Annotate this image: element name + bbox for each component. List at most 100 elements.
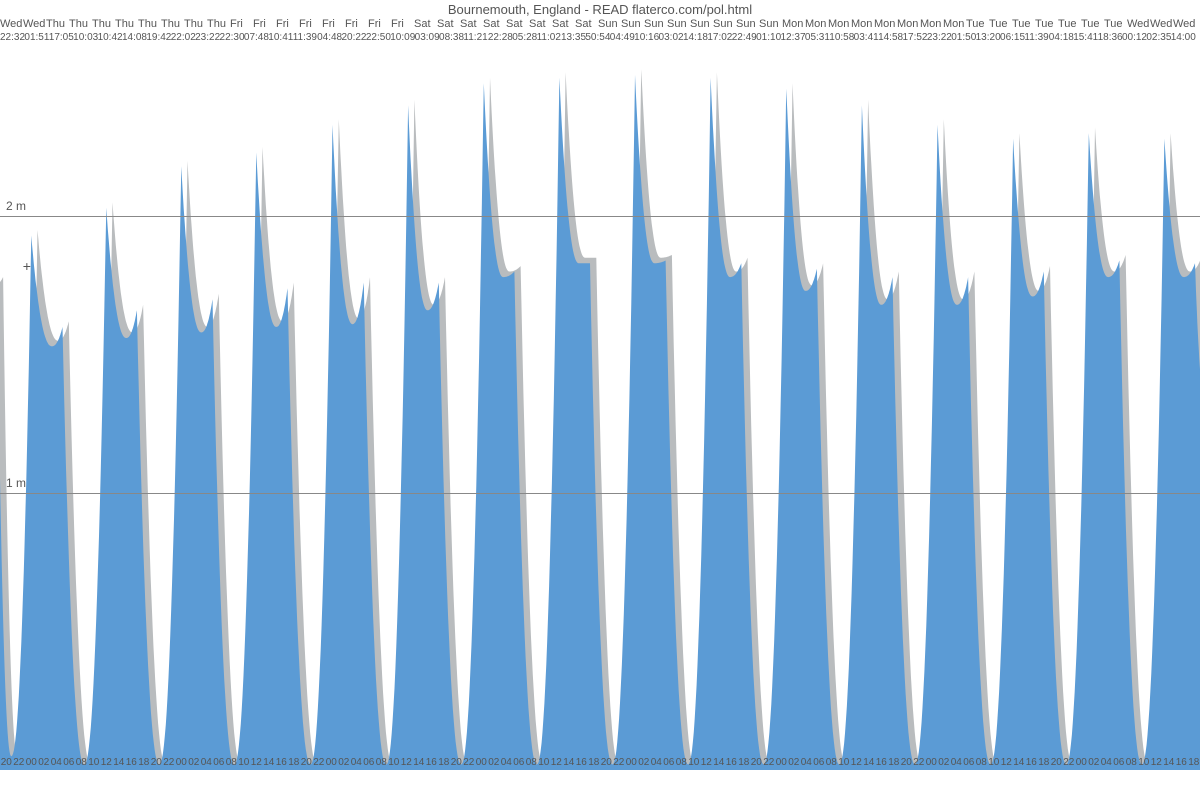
header-time: 22:28 [488, 32, 512, 43]
header-day: Fri [276, 18, 299, 30]
header-time: 10:58 [829, 32, 853, 43]
header-time: 04:49 [610, 32, 634, 43]
x-tick: 20 [450, 757, 463, 768]
header-day: Thu [161, 18, 184, 30]
header-day: Thu [92, 18, 115, 30]
y-gridline [0, 216, 1200, 217]
header-day: Mon [920, 18, 943, 30]
header-time: 01:10 [756, 32, 780, 43]
header-time: 22:32 [0, 32, 24, 43]
x-tick: 02 [638, 757, 651, 768]
y-gridline [0, 493, 1200, 494]
x-tick: 10 [1138, 757, 1151, 768]
x-tick: 16 [575, 757, 588, 768]
x-tick: 00 [175, 757, 188, 768]
x-tick: 00 [325, 757, 338, 768]
x-tick: 06 [813, 757, 826, 768]
header-time: 14:00 [1171, 32, 1195, 43]
x-tick: 18 [138, 757, 151, 768]
x-tick: 12 [100, 757, 113, 768]
header-day: Fri [299, 18, 322, 30]
x-tick: 22 [613, 757, 626, 768]
header-day: Sun [621, 18, 644, 30]
header-time: 10:42 [98, 32, 122, 43]
x-tick: 06 [213, 757, 226, 768]
x-tick: 00 [25, 757, 38, 768]
header-time: 17:02 [707, 32, 731, 43]
header-day: Tue [1081, 18, 1104, 30]
x-tick: 08 [375, 757, 388, 768]
x-tick: 04 [800, 757, 813, 768]
header-day: Sat [460, 18, 483, 30]
x-tick: 14 [413, 757, 426, 768]
x-tick: 08 [1125, 757, 1138, 768]
header-time: 22:30 [220, 32, 244, 43]
header-day: Tue [989, 18, 1012, 30]
header-day: Wed [1127, 18, 1150, 30]
header-time-row: 22:3201:5117:0510:0310:4214:0819:4222:02… [0, 32, 1200, 46]
header-time: 03:41 [854, 32, 878, 43]
x-tick: 14 [113, 757, 126, 768]
header-time: 11:39 [1024, 32, 1048, 43]
y-gridlabel: 1 m [6, 476, 26, 490]
x-tick: 18 [1038, 757, 1051, 768]
header-day: Wed [0, 18, 23, 30]
x-tick: 14 [713, 757, 726, 768]
header-day: Tue [1012, 18, 1035, 30]
x-tick: 14 [863, 757, 876, 768]
x-tick: 18 [1188, 757, 1200, 768]
header-day: Tue [1058, 18, 1081, 30]
x-tick: 04 [50, 757, 63, 768]
header-day: Fri [345, 18, 368, 30]
x-tick: 22 [1063, 757, 1076, 768]
x-tick: 04 [350, 757, 363, 768]
header-time: 14:08 [122, 32, 146, 43]
x-tick: 04 [200, 757, 213, 768]
header-day: Wed [1173, 18, 1196, 30]
header-time: 17:05 [49, 32, 73, 43]
x-tick: 16 [125, 757, 138, 768]
header-time: 15:41 [1073, 32, 1097, 43]
header-time: 18:36 [1098, 32, 1122, 43]
header-day: Fri [391, 18, 414, 30]
header-day: Mon [897, 18, 920, 30]
x-tick: 16 [1025, 757, 1038, 768]
x-tick: 12 [400, 757, 413, 768]
header-day: Sun [667, 18, 690, 30]
header-day: Sun [759, 18, 782, 30]
header-day: Thu [69, 18, 92, 30]
x-tick: 00 [1075, 757, 1088, 768]
x-tick: 20 [900, 757, 913, 768]
header-day: Sun [690, 18, 713, 30]
header-time: 14:58 [878, 32, 902, 43]
chart-plot-area: 1 m2 m + 2022000204060810121416182022000… [0, 50, 1200, 770]
x-tick: 08 [675, 757, 688, 768]
x-tick: 12 [550, 757, 563, 768]
x-tick: 22 [463, 757, 476, 768]
header-time: 50:54 [585, 32, 609, 43]
x-tick: 18 [288, 757, 301, 768]
x-tick: 18 [888, 757, 901, 768]
header-day: Sun [598, 18, 621, 30]
x-tick: 12 [1150, 757, 1163, 768]
header-day: Tue [966, 18, 989, 30]
x-tick: 04 [500, 757, 513, 768]
x-tick: 12 [250, 757, 263, 768]
x-tick: 14 [263, 757, 276, 768]
tide-svg [0, 50, 1200, 770]
x-tick: 06 [663, 757, 676, 768]
header-day: Sat [552, 18, 575, 30]
x-tick: 04 [1100, 757, 1113, 768]
x-tick: 18 [438, 757, 451, 768]
header-day: Mon [851, 18, 874, 30]
x-tick: 06 [363, 757, 376, 768]
header-day: Thu [115, 18, 138, 30]
x-tick: 08 [825, 757, 838, 768]
header-time: 12:37 [781, 32, 805, 43]
x-tick: 10 [988, 757, 1001, 768]
header-time: 20:22 [341, 32, 365, 43]
x-tick: 02 [38, 757, 51, 768]
x-tick: 10 [88, 757, 101, 768]
x-tick: 02 [938, 757, 951, 768]
x-tick: 10 [388, 757, 401, 768]
